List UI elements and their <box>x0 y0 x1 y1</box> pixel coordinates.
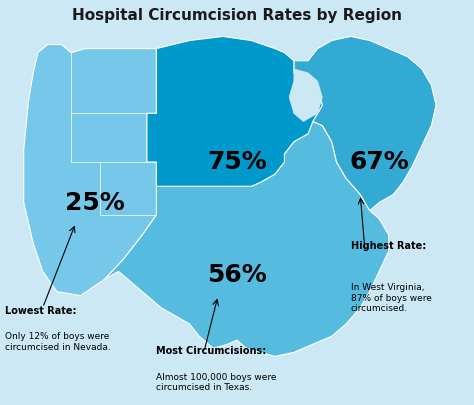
Text: 56%: 56% <box>207 263 267 288</box>
Polygon shape <box>147 36 322 186</box>
Text: Almost 100,000 boys were
circumcised in Texas.: Almost 100,000 boys were circumcised in … <box>156 373 277 392</box>
Text: Most Circumcisions:: Most Circumcisions: <box>156 346 267 356</box>
Text: Lowest Rate:: Lowest Rate: <box>5 306 76 316</box>
Text: 25%: 25% <box>65 190 125 215</box>
Text: Hospital Circumcision Rates by Region: Hospital Circumcision Rates by Region <box>72 8 402 23</box>
Text: Highest Rate:: Highest Rate: <box>351 241 426 251</box>
Text: 75%: 75% <box>207 150 267 174</box>
Polygon shape <box>289 69 322 122</box>
Text: In West Virginia,
87% of boys were
circumcised.: In West Virginia, 87% of boys were circu… <box>351 284 432 313</box>
Text: 67%: 67% <box>349 150 409 174</box>
Polygon shape <box>104 122 389 356</box>
Polygon shape <box>24 45 156 296</box>
Text: Only 12% of boys were
circumcised in Nevada.: Only 12% of boys were circumcised in Nev… <box>5 332 110 352</box>
Polygon shape <box>294 36 436 211</box>
